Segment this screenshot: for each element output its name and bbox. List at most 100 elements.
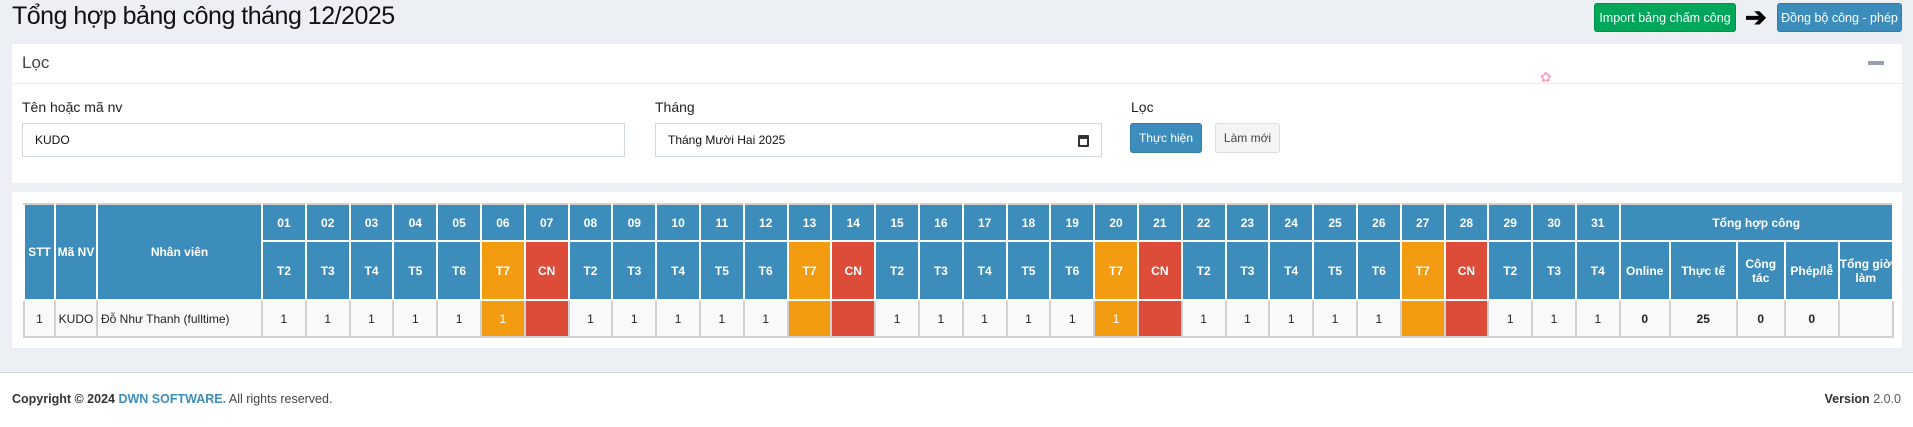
table-row: 1 KUDO Đỗ Như Thanh (fulltime) 1 1 1 1 1 1 1 1 1 1 1 1… — [23, 299, 1894, 338]
cell-summary: 0 — [1735, 299, 1786, 338]
cell-day: 1 — [567, 299, 614, 338]
header-day: 08 — [567, 203, 614, 242]
cell-day: 1 — [1268, 299, 1315, 338]
header-weekday: T7 — [1093, 240, 1139, 301]
header-code: Mã NV — [54, 203, 98, 301]
cell-day: 1 — [304, 299, 351, 338]
cell-day: 1 — [1224, 299, 1271, 338]
header-weekday: T5 — [392, 240, 439, 301]
sync-button[interactable]: Đồng bộ công - phép — [1777, 3, 1902, 32]
month-input-value: Tháng Mười Hai 2025 — [668, 133, 786, 147]
header-weekday: T7 — [1399, 240, 1446, 301]
cell-day — [830, 299, 877, 338]
header-day: 03 — [348, 203, 395, 242]
month-input[interactable]: Tháng Mười Hai 2025 — [655, 123, 1102, 157]
copyright: Copyright © 2024 DWN SOFTWARE. All right… — [12, 392, 332, 406]
header-day: 02 — [304, 203, 351, 242]
header-summary-col: Phép/lễ — [1783, 240, 1840, 301]
header-day: 17 — [961, 203, 1008, 242]
header-day: 05 — [436, 203, 482, 242]
header-weekday: T5 — [698, 240, 745, 301]
import-button[interactable]: Import bảng chấm công — [1594, 3, 1736, 32]
header-day: 30 — [1531, 203, 1577, 242]
calendar-icon[interactable] — [1078, 135, 1089, 147]
header-day: 28 — [1443, 203, 1490, 242]
timesheet-table: STT Mã NV Nhân viên 01 02 03 04 05 06 07 08 09 10… — [23, 203, 1894, 338]
header-weekday: CN — [1136, 240, 1183, 301]
copyright-text: Copyright © 2024 — [12, 392, 115, 406]
header-day: 04 — [392, 203, 439, 242]
cell-day: 1 — [1180, 299, 1227, 338]
page-title: Tổng hợp bảng công tháng 12/2025 — [12, 2, 395, 30]
company-link[interactable]: DWN SOFTWARE. — [118, 392, 227, 406]
header-weekday: CN — [1443, 240, 1490, 301]
header-weekday: T3 — [304, 240, 351, 301]
cell-day — [1136, 299, 1183, 338]
header-day: 10 — [655, 203, 701, 242]
header-weekday: T4 — [1574, 240, 1621, 301]
header-day: 06 — [479, 203, 526, 242]
cell-day: 1 — [1093, 299, 1139, 338]
cell-day: 1 — [961, 299, 1008, 338]
header-weekday: T2 — [567, 240, 614, 301]
cell-day: 1 — [1487, 299, 1534, 338]
header-day: 21 — [1136, 203, 1183, 242]
cell-day — [523, 299, 570, 338]
cell-stt: 1 — [23, 299, 56, 338]
header-day: 23 — [1224, 203, 1271, 242]
header-summary-col: Thực tế — [1668, 240, 1738, 301]
cell-code: KUDO — [54, 299, 98, 338]
version: Version 2.0.0 — [1825, 392, 1901, 406]
cell-day: 1 — [1312, 299, 1358, 338]
header-weekday: T7 — [786, 240, 833, 301]
header-name: Nhân viên — [96, 203, 263, 301]
run-button[interactable]: Thực hiện — [1130, 123, 1202, 153]
header-day: 24 — [1268, 203, 1315, 242]
cell-day: 1 — [1005, 299, 1052, 338]
header-weekday: CN — [830, 240, 877, 301]
header-day: 09 — [611, 203, 658, 242]
header-weekday: T6 — [1049, 240, 1096, 301]
header-day: 20 — [1093, 203, 1139, 242]
cell-day: 1 — [1049, 299, 1096, 338]
action-label: Lọc — [1131, 99, 1154, 115]
cell-day: 1 — [392, 299, 439, 338]
header-day: 12 — [742, 203, 789, 242]
header-weekday: T7 — [479, 240, 526, 301]
header-weekday: T6 — [1355, 240, 1402, 301]
name-input-value: KUDO — [35, 133, 70, 147]
version-label: Version — [1824, 392, 1870, 406]
cell-day — [1443, 299, 1490, 338]
header-weekday: T3 — [1224, 240, 1271, 301]
cell-day: 1 — [1355, 299, 1402, 338]
cell-day: 1 — [742, 299, 789, 338]
cell-day — [1399, 299, 1446, 338]
header-weekday: T3 — [1531, 240, 1577, 301]
header-day: 13 — [786, 203, 833, 242]
header-day: 07 — [523, 203, 570, 242]
timesheet-card: STT Mã NV Nhân viên 01 02 03 04 05 06 07 08 09 10… — [12, 192, 1902, 348]
cell-summary: 0 — [1783, 299, 1840, 338]
header-day: 25 — [1312, 203, 1358, 242]
header-summary: Tổng hợp công — [1618, 203, 1894, 242]
header-weekday: T2 — [1487, 240, 1534, 301]
name-input[interactable]: KUDO — [22, 123, 625, 157]
header-weekday: T3 — [611, 240, 658, 301]
header-weekday: T2 — [261, 240, 307, 301]
header-day: 27 — [1399, 203, 1446, 242]
header-summary-col: Online — [1618, 240, 1671, 301]
header-weekday: T3 — [917, 240, 964, 301]
cell-day: 1 — [1574, 299, 1621, 338]
cell-summary — [1837, 299, 1894, 338]
header-day: 29 — [1487, 203, 1534, 242]
header-day: 01 — [261, 203, 307, 242]
cell-day: 1 — [348, 299, 395, 338]
collapse-icon[interactable] — [1868, 61, 1884, 65]
header-day: 31 — [1574, 203, 1621, 242]
header-weekday: T2 — [1180, 240, 1227, 301]
flower-icon: ✿ — [1540, 69, 1552, 85]
cell-day: 1 — [479, 299, 526, 338]
reset-button[interactable]: Làm mới — [1215, 123, 1280, 153]
arrow-right-icon: ➔ — [1745, 2, 1767, 32]
header-weekday: T4 — [348, 240, 395, 301]
